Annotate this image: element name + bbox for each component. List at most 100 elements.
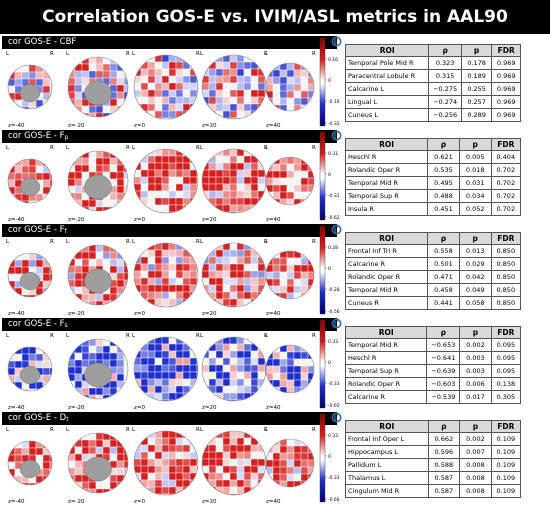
table-row: Hippocampus L 0.596 0.007 0.109 bbox=[345, 445, 522, 459]
brain-slice-4: L Rz=20 bbox=[200, 51, 268, 129]
rho-cell: 0.662 bbox=[427, 432, 461, 446]
brain-slice-5: L Rz=40 bbox=[264, 333, 316, 411]
fdr-cell: 0.109 bbox=[490, 445, 522, 459]
brain-slices: L Rz=-40L Rz=-20L Rz=0L Rz=20L Rz=40 bbox=[6, 333, 316, 411]
slice-label: z=-20 bbox=[68, 123, 85, 129]
table-header-cell: FDR bbox=[490, 232, 522, 245]
p-value-cell: 0.002 bbox=[459, 338, 492, 352]
table-header-cell: ROI bbox=[345, 420, 429, 433]
brain-slice-3: L Rz=0 bbox=[132, 333, 200, 411]
table-row: Cuneus L −0.256 0.289 0.969 bbox=[344, 108, 521, 122]
rho-cell: 0.441 bbox=[427, 296, 460, 310]
side-label-left: L bbox=[132, 427, 136, 433]
roi-name-cell: Insula R bbox=[344, 202, 429, 216]
p-value-cell: 0.049 bbox=[458, 283, 492, 297]
colorbar-tick-label: -0.31 bbox=[328, 193, 340, 199]
table-header-cell: p bbox=[459, 326, 492, 339]
table-header-cell: ρ bbox=[427, 420, 461, 433]
p-value-cell: 0.008 bbox=[459, 484, 492, 498]
fdr-cell: 0.702 bbox=[490, 163, 522, 177]
roi-table: ROI ρ p FDR Temporal Mid R −0.653 0.002 0.095 He… bbox=[344, 326, 522, 404]
side-label-left: L bbox=[200, 427, 204, 433]
side-label-right: R bbox=[196, 239, 200, 245]
p-value-cell: 0.052 bbox=[458, 202, 492, 216]
side-label-left: L bbox=[200, 333, 204, 339]
cursor-logo-icon bbox=[331, 130, 342, 141]
colorbar-tick-label: -0.32 bbox=[328, 121, 340, 127]
brain-slice-2: L Rz=-20 bbox=[66, 145, 130, 223]
table-row: Frontal Inf Oper L 0.662 0.002 0.109 bbox=[345, 432, 522, 446]
side-label-right: R bbox=[50, 427, 54, 433]
panel-label-main: cor GOS-E - D bbox=[8, 413, 67, 423]
p-value-cell: 0.034 bbox=[458, 189, 492, 203]
table-row: Temporal Pole Mid R 0.323 0.178 0.969 bbox=[344, 56, 521, 70]
rho-cell: 0.488 bbox=[427, 189, 460, 203]
cursor-logo-icon bbox=[331, 318, 342, 329]
side-label-right: R bbox=[196, 427, 200, 433]
slice-label: z=0 bbox=[134, 311, 145, 317]
side-label-left: L bbox=[6, 51, 10, 57]
colorbar-tick-label: -0.65 bbox=[328, 403, 340, 409]
rho-cell: 0.587 bbox=[427, 471, 461, 485]
slice-label: z=40 bbox=[266, 217, 281, 223]
fdr-cell: 0.850 bbox=[490, 296, 522, 310]
roi-name-cell: Lingual L bbox=[344, 95, 430, 109]
brain-slice-4: L Rz=20 bbox=[200, 239, 268, 317]
colorbar-tick-label: 0.31 bbox=[328, 151, 338, 157]
table-row: Temporal Mid R 0.458 0.049 0.850 bbox=[344, 283, 522, 297]
side-label-left: L bbox=[6, 145, 10, 151]
side-label-left: L bbox=[66, 427, 70, 433]
side-label-left: L bbox=[66, 145, 70, 151]
table-row: Frontal Inf Tri R 0.558 0.013 0.850 bbox=[344, 244, 522, 258]
roi-name-cell: Rolandic Oper R bbox=[344, 377, 428, 391]
colorbar: 0.320.160-0.16-0.32 bbox=[319, 36, 340, 127]
p-value-cell: 0.006 bbox=[459, 377, 492, 391]
slice-label: z=20 bbox=[202, 123, 217, 129]
rho-cell: 0.596 bbox=[427, 445, 461, 459]
side-label-left: L bbox=[264, 333, 268, 339]
side-label-right: R bbox=[126, 145, 130, 151]
side-label-left: L bbox=[132, 239, 136, 245]
fdr-cell: 0.109 bbox=[490, 484, 522, 498]
slice-label: z=20 bbox=[202, 405, 217, 411]
brain-slice-3: L Rz=0 bbox=[132, 427, 200, 505]
brain-slice-2: L Rz=-20 bbox=[66, 333, 130, 411]
table-header-cell: p bbox=[458, 138, 492, 151]
brain-slice-4: L Rz=20 bbox=[200, 333, 268, 411]
roi-name-cell: Temporal Sup R bbox=[344, 189, 429, 203]
slice-label: z=-40 bbox=[8, 123, 25, 129]
slice-label: z=-40 bbox=[8, 311, 25, 317]
p-value-cell: 0.003 bbox=[459, 351, 492, 365]
brain-slice-4: L Rz=20 bbox=[200, 427, 268, 505]
slice-label: z=0 bbox=[134, 217, 145, 223]
side-label-left: L bbox=[6, 239, 10, 245]
side-label-left: L bbox=[66, 239, 70, 245]
rho-cell: −0.653 bbox=[426, 338, 461, 352]
rho-cell: −0.641 bbox=[426, 351, 461, 365]
slice-label: z=20 bbox=[202, 311, 217, 317]
panel-label-main: cor GOS-E - F bbox=[8, 131, 65, 141]
fdr-cell: 0.969 bbox=[491, 56, 521, 70]
roi-name-cell: Heschl R bbox=[344, 150, 429, 164]
p-value-cell: 0.002 bbox=[459, 432, 492, 446]
fdr-cell: 0.969 bbox=[491, 108, 521, 122]
table-row: Rolandic Oper R 0.471 0.042 0.850 bbox=[344, 270, 522, 284]
p-value-cell: 0.031 bbox=[458, 176, 492, 190]
side-label-left: L bbox=[264, 51, 268, 57]
side-label-right: R bbox=[50, 145, 54, 151]
table-header-cell: ρ bbox=[428, 44, 462, 57]
table-header-cell: ROI bbox=[344, 232, 429, 245]
brain-slices: L Rz=-40L Rz=-20L Rz=0L Rz=20L Rz=40 bbox=[6, 239, 316, 317]
side-label-right: R bbox=[264, 239, 268, 245]
rho-cell: −0.256 bbox=[428, 108, 462, 122]
colorbar-tick-label: 0.16 bbox=[328, 57, 338, 63]
fdr-cell: 0.138 bbox=[490, 377, 522, 391]
roi-table: ROI ρ p FDR Heschl R 0.621 0.005 0.404 Rolandic … bbox=[344, 138, 522, 216]
side-label-right: R bbox=[50, 333, 54, 339]
table-header-row: ROI ρ p FDR bbox=[344, 232, 522, 245]
colorbar-tick-label: 0 bbox=[328, 172, 331, 178]
roi-table: ROI ρ p FDR Temporal Pole Mid R 0.323 0.178 0.9… bbox=[344, 44, 521, 122]
